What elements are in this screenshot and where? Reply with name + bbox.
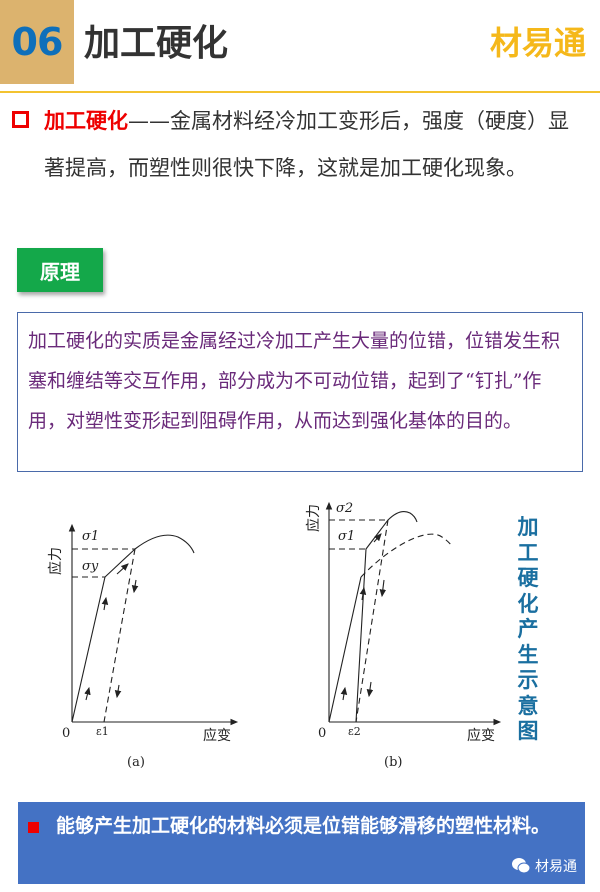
section-number: 06 xyxy=(11,20,64,64)
a-dashed-lines xyxy=(72,548,136,723)
b-dashed-lines xyxy=(329,519,453,723)
figure-side-title: 加工硬化产生示意图 xyxy=(517,515,539,743)
stress-strain-figure: 应力 σ1 σy 0 ε1 应变 (a) 应力 σ2 σ1 0 ε2 应变 (b… xyxy=(47,501,502,770)
b-origin-label: 0 xyxy=(318,726,326,741)
intro-paragraph: 加工硬化——金属材料经冷加工变形后，强度（硬度）显著提高，而塑性则很快下降，这就… xyxy=(44,98,584,192)
header-divider xyxy=(0,91,600,93)
b-y-label: 应力 xyxy=(305,504,322,532)
watermark-text: 材易通 xyxy=(535,859,577,875)
a-sigmay-label: σy xyxy=(82,559,99,574)
a-caption: (a) xyxy=(127,755,145,770)
b-sigma1-label: σ1 xyxy=(338,529,355,544)
diagram-b xyxy=(325,501,502,726)
b-hardened-curve xyxy=(355,511,418,723)
section-number-box: 06 xyxy=(0,0,74,84)
a-origin-label: 0 xyxy=(62,726,70,741)
intro-term: 加工硬化 xyxy=(44,109,128,133)
principle-tag: 原理 xyxy=(17,248,103,292)
b-elastic-line xyxy=(328,576,362,723)
conclusion-box: 能够产生加工硬化的材料必须是位错能够滑移的塑性材料。 材易通 xyxy=(18,802,585,884)
diagram-a xyxy=(68,523,239,726)
b-sigma2-label: σ2 xyxy=(336,501,353,516)
a-curve xyxy=(71,534,195,723)
a-arrows xyxy=(84,563,139,701)
a-eps-label: ε1 xyxy=(96,725,109,738)
b-eps-label: ε2 xyxy=(348,725,361,738)
hollow-square-bullet-icon xyxy=(12,111,29,128)
page-title: 加工硬化 xyxy=(84,23,229,64)
conclusion-text: 能够产生加工硬化的材料必须是位错能够滑移的塑性材料。 xyxy=(56,815,551,837)
b-arrows xyxy=(340,533,387,701)
b-x-label: 应变 xyxy=(467,727,495,744)
wechat-icon xyxy=(512,858,531,874)
a-y-label: 应力 xyxy=(47,547,64,575)
red-square-bullet-icon xyxy=(28,822,39,833)
watermark: 材易通 xyxy=(511,856,577,876)
brand-logo: 材易通 xyxy=(489,24,586,62)
a-x-label: 应变 xyxy=(203,727,231,744)
a-sigma1-label: σ1 xyxy=(82,529,99,544)
principle-box: 加工硬化的实质是金属经过冷加工产生大量的位错，位错发生积塞和缠结等交互作用，部分… xyxy=(17,312,583,472)
intro-text: ——金属材料经冷加工变形后，强度（硬度）显著提高，而塑性则很快下降，这就是加工硬… xyxy=(44,109,569,180)
b-caption: (b) xyxy=(384,755,402,770)
